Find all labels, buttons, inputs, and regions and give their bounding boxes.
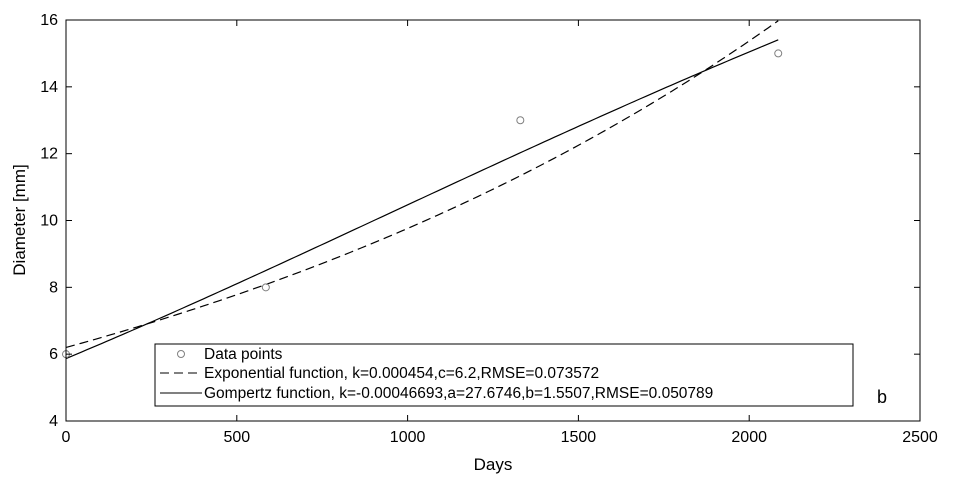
y-tick-label: 4 — [49, 413, 58, 430]
panel-letter: b — [877, 387, 887, 407]
plot-frame — [65, 19, 921, 422]
data-point — [516, 116, 525, 125]
x-tick-label: 1000 — [390, 429, 426, 446]
series-line-exponential — [66, 20, 779, 349]
y-axis-label: Diameter [mm] — [10, 164, 29, 275]
legend-label-exponential: Exponential function, k=0.000454,c=6.2,R… — [204, 365, 599, 382]
data-point — [774, 49, 783, 58]
data-point — [261, 283, 270, 292]
x-tick-label: 2000 — [731, 429, 767, 446]
y-tick-label: 6 — [49, 346, 58, 363]
x-tick-label: 0 — [62, 429, 71, 446]
y-tick-label: 16 — [40, 12, 58, 29]
y-tick-label: 12 — [40, 146, 58, 163]
x-tick-label: 1500 — [561, 429, 597, 446]
x-axis-label: Days — [474, 455, 513, 474]
y-tick-label: 14 — [40, 79, 58, 96]
series-line-gompertz — [66, 39, 779, 360]
legend-label-data-points: Data points — [204, 346, 283, 363]
legend-box — [154, 343, 854, 407]
y-tick-label: 8 — [49, 279, 58, 296]
plot-area — [62, 20, 783, 360]
x-tick-label: 2500 — [902, 429, 938, 446]
legend: Data points Exponential function, k=0.00… — [154, 343, 854, 407]
legend-marker-data-points — [177, 350, 185, 358]
legend-label-gompertz: Gompertz function, k=-0.00046693,a=27.67… — [204, 385, 713, 402]
y-tick-label: 10 — [40, 213, 58, 230]
x-tick-label: 500 — [223, 429, 250, 446]
